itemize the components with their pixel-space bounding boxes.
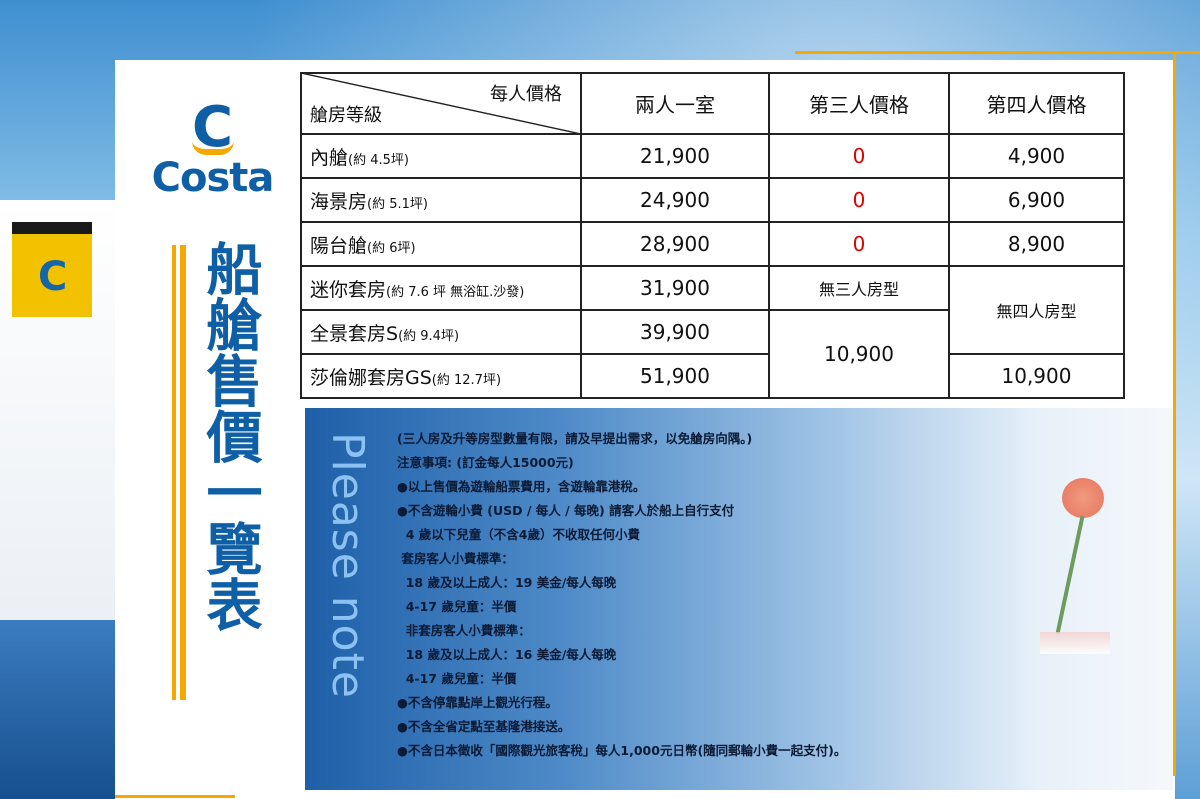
price-fourth: 10,900 (948, 353, 1125, 399)
funnel-logo: C (38, 254, 68, 300)
cabin-class-label: 艙房等級 (310, 105, 382, 126)
table-row: 內艙(約 4.5坪) 21,900 0 4,900 (300, 133, 1125, 179)
price-table: 每人價格 艙房等級 兩人一室 第三人價格 第四人價格 內艙(約 4.5坪) 21… (300, 72, 1125, 399)
cabin-size: (約 6坪) (367, 240, 416, 256)
col-fourth: 第四人價格 (948, 72, 1125, 135)
cabin-name: 陽台艙(約 6坪) (300, 221, 582, 267)
costa-logo: C Costa (145, 95, 280, 202)
price-double: 31,900 (580, 265, 770, 311)
price-fourth: 4,900 (948, 133, 1125, 179)
ship-funnel: C (12, 222, 92, 317)
price-third: 10,900 (768, 309, 950, 399)
col-double: 兩人一室 (580, 72, 770, 135)
price-third: 0 (768, 221, 950, 267)
note-line: ●不含停靠點岸上觀光行程。 (397, 695, 558, 710)
table-row: 迷你套房(約 7.6 坪 無浴缸.沙發) 31,900 無三人房型 無四人房型 (300, 265, 1125, 355)
note-line: ●以上售價為遊輪船票費用，含遊輪靠港稅。 (397, 479, 646, 494)
cabin-size: (約 12.7坪) (431, 372, 502, 388)
table-row: 莎倫娜套房GS(約 12.7坪) 51,900 10,900 (300, 353, 1125, 399)
note-line: 注意事項: (訂金每人15000元) (397, 455, 574, 470)
decor-line (115, 795, 235, 798)
note-line: 4-17 歲兒童：半價 (397, 671, 517, 686)
cabin-title: 陽台艙 (310, 234, 368, 257)
logo-arc (191, 141, 234, 155)
notes-list: (三人房及升等房型數量有限，請及早提出需求，以免艙房向隅。) 注意事項: (訂金… (397, 427, 846, 763)
col-third: 第三人價格 (768, 72, 950, 135)
decor-bar (172, 245, 176, 700)
price-double: 28,900 (580, 221, 770, 267)
sea-image (0, 620, 115, 799)
cabin-title: 迷你套房 (310, 278, 387, 301)
price-fourth: 8,900 (948, 221, 1125, 267)
table-header: 每人價格 艙房等級 兩人一室 第三人價格 第四人價格 (300, 72, 1125, 135)
logo-mark: C (191, 95, 234, 160)
corner-header: 每人價格 艙房等級 (300, 72, 582, 135)
note-line: 套房客人小費標準： (397, 551, 514, 566)
price-third: 0 (768, 133, 950, 179)
note-line: 非套房客人小費標準： (397, 623, 531, 638)
cabin-name: 海景房(約 5.1坪) (300, 177, 582, 223)
note-line: 4 歲以下兒童（不含4歲）不收取任何小費 (397, 527, 640, 542)
rose-image (1062, 478, 1104, 518)
price-double: 51,900 (580, 353, 770, 399)
cabin-title: 莎倫娜套房GS (310, 366, 432, 389)
price-third: 無三人房型 (768, 265, 950, 311)
cabin-size: (約 4.5坪) (348, 152, 409, 168)
cabin-title: 全景套房S (310, 322, 399, 345)
cabin-size: (約 5.1坪) (367, 196, 428, 212)
notes-panel (305, 408, 1173, 790)
decor-line (795, 51, 1200, 54)
table-row: 陽台艙(約 6坪) 28,900 0 8,900 (300, 221, 1125, 267)
price-double: 39,900 (580, 309, 770, 355)
logo-text: Costa (151, 155, 275, 201)
note-line: ●不含遊輪小費 (USD / 每人 / 每晚) 請客人於船上自行支付 (397, 503, 735, 518)
price-fourth: 6,900 (948, 177, 1125, 223)
cabin-name: 全景套房S(約 9.4坪) (300, 309, 582, 355)
note-line: 4-17 歲兒童：半價 (397, 599, 517, 614)
price-fourth: 無四人房型 (948, 265, 1125, 355)
per-person-label: 每人價格 (490, 84, 562, 105)
cabin-title: 內艙 (310, 146, 349, 169)
vase-image (1040, 632, 1110, 654)
cabin-name: 莎倫娜套房GS(約 12.7坪) (300, 353, 582, 399)
note-line: ●不含日本徵收「國際觀光旅客稅」每人1,000元日幣(隨同郵輪小費一起支付)。 (397, 743, 847, 758)
note-line: ●不含全省定點至基隆港接送。 (397, 719, 571, 734)
please-note-heading: Please note (322, 432, 373, 699)
note-line: 18 歲及以上成人：19 美金/每人每晚 (397, 575, 617, 590)
decor-line (1173, 51, 1176, 776)
price-double: 21,900 (580, 133, 770, 179)
cabin-title: 海景房 (310, 190, 368, 213)
note-line: 18 歲及以上成人：16 美金/每人每晚 (397, 647, 617, 662)
decor-bar (180, 245, 186, 700)
price-third: 0 (768, 177, 950, 223)
page-title: 船艙售價一覽表 (197, 240, 263, 632)
cabin-size: (約 7.6 坪 無浴缸.沙發) (386, 284, 525, 300)
note-line: (三人房及升等房型數量有限，請及早提出需求，以免艙房向隅。) (397, 431, 753, 446)
cabin-name: 內艙(約 4.5坪) (300, 133, 582, 179)
price-double: 24,900 (580, 177, 770, 223)
table-row: 海景房(約 5.1坪) 24,900 0 6,900 (300, 177, 1125, 223)
table-row: 全景套房S(約 9.4坪) 39,900 10,900 (300, 309, 1124, 399)
cabin-name: 迷你套房(約 7.6 坪 無浴缸.沙發) (300, 265, 582, 311)
cabin-size: (約 9.4坪) (398, 328, 460, 344)
